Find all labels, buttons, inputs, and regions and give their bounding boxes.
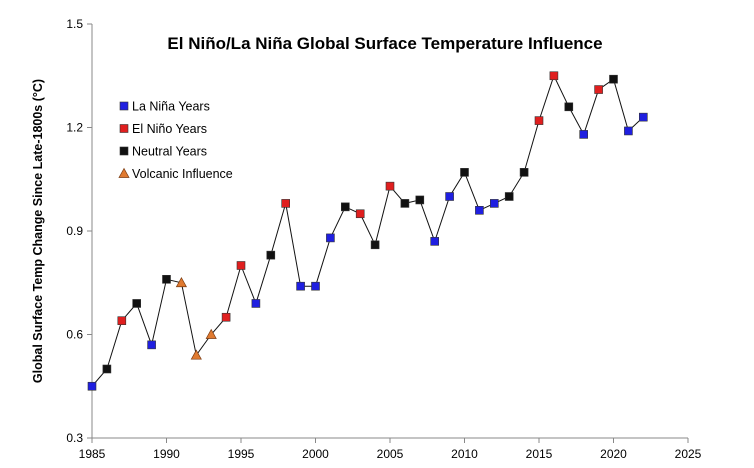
- chart-title: El Niño/La Niña Global Surface Temperatu…: [167, 34, 602, 53]
- legend-marker-neutral: [119, 146, 129, 156]
- data-point-2013: [504, 192, 514, 201]
- x-tick-label: 1990: [153, 447, 180, 461]
- data-point-2012: [489, 199, 499, 208]
- x-tick-label: 2005: [377, 447, 404, 461]
- data-point-2020: [609, 74, 618, 84]
- data-point-2016: [549, 71, 559, 81]
- data-point-1988: [132, 299, 141, 308]
- data-point-2011: [475, 206, 484, 215]
- x-tick-label: 1995: [228, 447, 255, 461]
- data-point-2017: [564, 102, 574, 112]
- y-tick-label: 0.6: [66, 328, 83, 342]
- data-point-2003: [355, 209, 365, 219]
- data-point-1987: [117, 316, 127, 326]
- data-point-1986: [102, 364, 112, 374]
- y-tick-label: 1.2: [66, 121, 83, 135]
- legend-label-elnino: El Niño Years: [132, 122, 207, 136]
- legend-marker-volcanic: [118, 167, 130, 178]
- data-point-1985: [87, 381, 97, 391]
- data-point-2015: [534, 116, 544, 125]
- x-tick-label: 2010: [451, 447, 478, 461]
- data-point-2001: [326, 233, 335, 243]
- data-point-2021: [624, 126, 633, 136]
- x-tick-label: 2015: [526, 447, 553, 461]
- data-point-2008: [430, 237, 440, 246]
- data-point-2000: [311, 281, 320, 291]
- data-point-1990: [162, 274, 171, 284]
- data-point-2009: [445, 192, 454, 201]
- data-point-1991: [175, 277, 187, 288]
- y-tick-label: 1.5: [66, 17, 83, 31]
- y-tick-label: 0.9: [66, 224, 83, 238]
- data-point-1993: [205, 328, 217, 339]
- data-point-1992: [190, 349, 202, 360]
- series-line: [91, 74, 644, 387]
- data-point-2006: [400, 199, 410, 208]
- data-point-2018: [579, 130, 589, 139]
- legend: La Niña Years El Niño Years Neutral Years V…: [118, 100, 233, 181]
- data-point-1997: [266, 250, 276, 260]
- data-point-2010: [460, 168, 469, 177]
- legend-label-volcanic: Volcanic Influence: [132, 167, 233, 181]
- x-tick-label: 1985: [79, 447, 106, 461]
- data-point-2007: [415, 195, 425, 205]
- axes: 1985 1990 1995 2000 2005 2010 2015 2020 2025 0.3 0…: [66, 17, 701, 461]
- data-point-2002: [340, 202, 350, 212]
- y-tick-label: 0.3: [66, 431, 83, 445]
- data-point-2019: [594, 85, 603, 94]
- legend-marker-lanina: [119, 101, 129, 111]
- data-point-1989: [147, 340, 156, 350]
- data-point-1994: [221, 312, 231, 322]
- data-point-2005: [385, 181, 395, 191]
- legend-label-lanina: La Niña Years: [132, 100, 210, 114]
- data-point-1995: [236, 261, 246, 270]
- data-point-1996: [251, 299, 261, 308]
- series: [87, 71, 648, 391]
- legend-marker-elnino: [119, 124, 129, 133]
- x-tick-label: 2000: [302, 447, 329, 461]
- data-point-1999: [296, 281, 305, 291]
- data-point-2014: [519, 168, 529, 177]
- y-axis-label: Global Surface Temp Change Since Late-18…: [31, 79, 45, 383]
- x-tick-label: 2020: [600, 447, 627, 461]
- data-point-2004: [370, 240, 380, 250]
- legend-label-neutral: Neutral Years: [132, 145, 207, 159]
- data-point-1998: [281, 199, 291, 208]
- x-tick-label: 2025: [675, 447, 702, 461]
- data-point-2022: [638, 112, 648, 122]
